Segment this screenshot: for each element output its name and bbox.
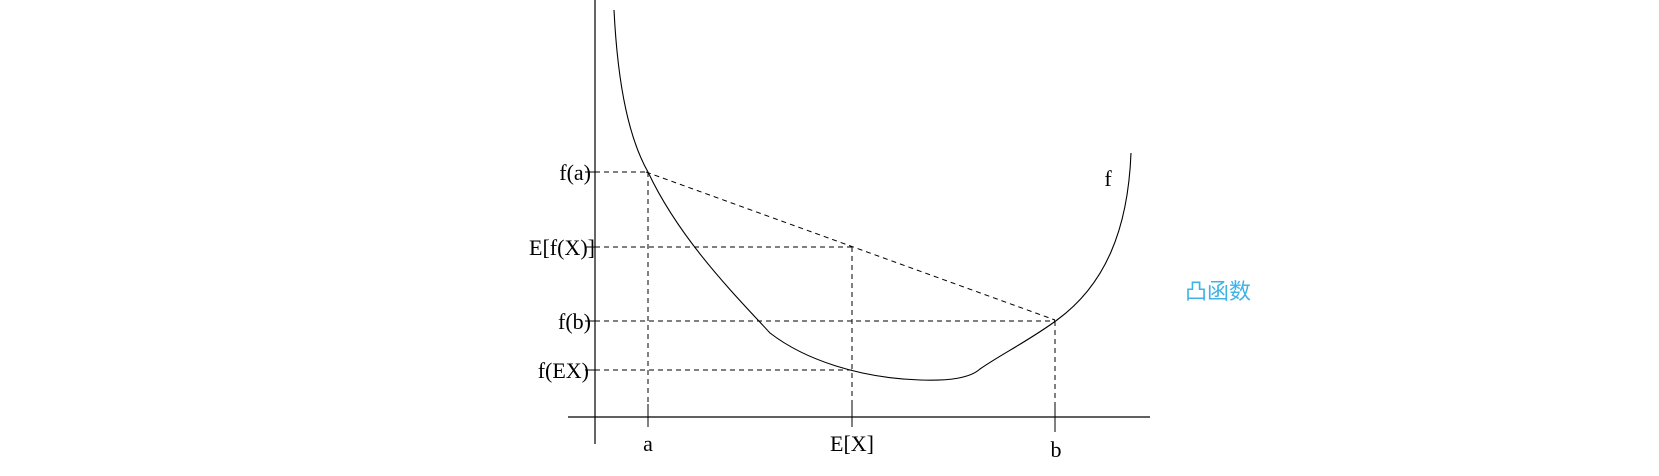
caption: 凸函数 — [1185, 280, 1251, 305]
label-efx: E[f(X)] — [529, 235, 595, 260]
label-fex: f(EX) — [538, 358, 589, 383]
label-fb: f(b) — [558, 309, 591, 334]
label-fa: f(a) — [559, 160, 591, 185]
convex-curve — [613, 9, 1132, 381]
curve-label: f — [1104, 166, 1112, 191]
chord-line — [645, 171, 1056, 321]
label-b: b — [1051, 437, 1062, 462]
label-a: a — [643, 431, 653, 456]
label-ex: E[X] — [830, 431, 874, 456]
